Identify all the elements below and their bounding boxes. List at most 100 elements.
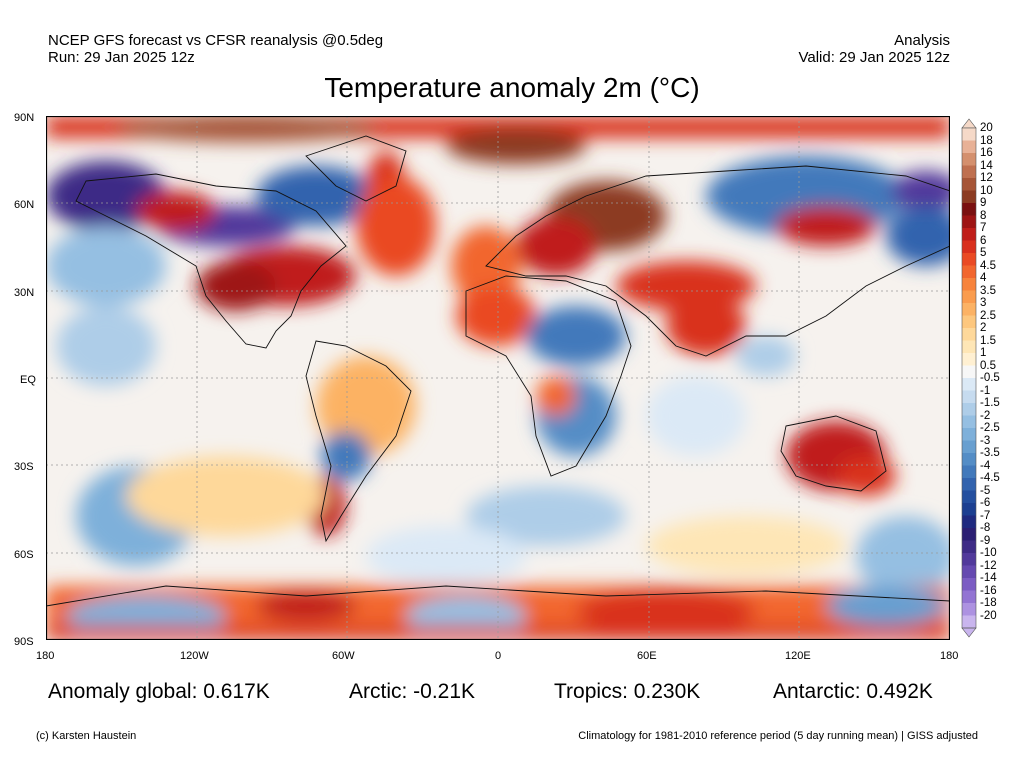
colorbar-label: 1.5 [980, 334, 996, 347]
colorbar-cell [962, 553, 976, 566]
colorbar-label: 2.5 [980, 309, 996, 322]
colorbar-cell [962, 415, 976, 429]
colorbar-cell [962, 290, 976, 304]
colorbar-label: -20 [980, 609, 997, 622]
copyright: (c) Karsten Haustein [36, 730, 137, 742]
colorbar-label: 8 [980, 209, 987, 222]
colorbar-cell [962, 390, 976, 404]
colorbar-label: -18 [980, 597, 997, 609]
colorbar-cell [962, 340, 976, 354]
colorbar-cell [962, 353, 976, 366]
colorbar-cell [962, 253, 976, 266]
map-title: Temperature anomaly 2m (°C) [324, 72, 700, 103]
colorbar-label: -5 [980, 484, 991, 497]
colorbar-label: 7 [980, 222, 987, 234]
run-time: Run: 29 Jan 2025 12z [48, 49, 195, 66]
model-description: NCEP GFS forecast vs CFSR reanalysis @0.… [48, 32, 384, 49]
colorbar-label: 9 [980, 197, 987, 209]
anomaly-tropics: Tropics: 0.230K [554, 680, 701, 703]
lon-label-180e: 180 [940, 650, 959, 662]
colorbar-cell [962, 303, 976, 316]
colorbar-cell [962, 265, 976, 279]
colorbar-cell [962, 428, 976, 441]
lat-label-60s: 60S [14, 549, 34, 561]
colorbar-label: 6 [980, 234, 987, 247]
colorbar-label: -4.5 [980, 472, 1000, 484]
colorbar-cell [962, 453, 976, 466]
colorbar-label: 5 [980, 247, 987, 259]
colorbar-label: 2 [980, 322, 987, 334]
colorbar-label: -7 [980, 509, 991, 522]
colorbar-label: -6 [980, 497, 991, 509]
lon-label-60w: 60W [332, 650, 355, 662]
anomaly-global: Anomaly global: 0.617K [48, 680, 270, 703]
colorbar-label: 12 [980, 172, 993, 184]
colorbar-cell [962, 378, 976, 391]
colorbar [961, 118, 977, 638]
colorbar-cell [962, 315, 976, 329]
colorbar-label: -12 [980, 559, 997, 572]
anomaly-map [46, 116, 950, 640]
anomaly-antarctic: Antarctic: 0.492K [773, 680, 933, 703]
colorbar-cell [962, 578, 976, 591]
lon-label-60e: 60E [637, 650, 657, 662]
colorbar-label: -2 [980, 409, 991, 422]
lon-label-120w: 120W [180, 650, 209, 662]
lat-label-30n: 30N [14, 287, 35, 299]
valid-time: Valid: 29 Jan 2025 12z [798, 49, 950, 66]
colorbar-cell [962, 490, 976, 504]
colorbar-label: 3 [980, 297, 987, 309]
lat-label-30s: 30S [14, 461, 34, 473]
colorbar-cell [962, 278, 976, 291]
colorbar-label: -10 [980, 547, 997, 559]
colorbar-label: 18 [980, 134, 993, 147]
colorbar-cell [962, 565, 976, 579]
lon-label-120e: 120E [785, 650, 811, 662]
colorbar-label: -4 [980, 459, 991, 472]
colorbar-cell [962, 140, 976, 154]
colorbar-label: 3.5 [980, 284, 996, 297]
colorbar-cell [962, 465, 976, 479]
colorbar-label: -3 [980, 434, 991, 447]
colorbar-label: -1.5 [980, 397, 1000, 409]
colorbar-cell [962, 403, 976, 416]
colorbar-cell [962, 240, 976, 254]
colorbar-label: 1 [980, 347, 987, 359]
graticule [46, 116, 950, 640]
colorbar-label: -1 [980, 384, 991, 397]
colorbar-cell [962, 365, 976, 379]
colorbar-label: 16 [980, 147, 993, 159]
colorbar-cell [962, 165, 976, 179]
colorbar-label: 0.5 [980, 359, 996, 372]
colorbar-label: -9 [980, 534, 991, 547]
map-frame [46, 116, 950, 640]
colorbar-label: 4.5 [980, 259, 996, 272]
lat-label-90s: 90S [14, 636, 34, 648]
colorbar-min-arrow [961, 627, 977, 638]
colorbar-outline [961, 127, 977, 629]
colorbar-cell [962, 178, 976, 191]
colorbar-cell [962, 328, 976, 341]
colorbar-label: -16 [980, 584, 997, 597]
colorbar-cell [962, 540, 976, 554]
colorbar-label: -2.5 [980, 422, 1000, 434]
colorbar-cell [962, 190, 976, 204]
colorbar-cell [962, 515, 976, 529]
anomaly-field [46, 116, 950, 640]
anomaly-arctic: Arctic: -0.21K [349, 680, 476, 703]
colorbar-label: -0.5 [980, 372, 1000, 384]
climatology-note: Climatology for 1981-2010 reference peri… [578, 730, 978, 742]
colorbar-cell [962, 590, 976, 604]
lon-label-0: 0 [495, 650, 502, 662]
colorbar-cell [962, 228, 976, 241]
colorbar-cell [962, 615, 976, 629]
colorbar-max-arrow [961, 118, 977, 129]
colorbar-cell [962, 128, 976, 141]
colorbar-label: -8 [980, 522, 991, 534]
coastlines [46, 135, 950, 607]
colorbar-cell [962, 528, 976, 541]
lat-label-eq: EQ [20, 374, 36, 386]
colorbar-cell [962, 503, 976, 516]
colorbar-cell [962, 153, 976, 166]
lat-label-60n: 60N [14, 199, 35, 211]
